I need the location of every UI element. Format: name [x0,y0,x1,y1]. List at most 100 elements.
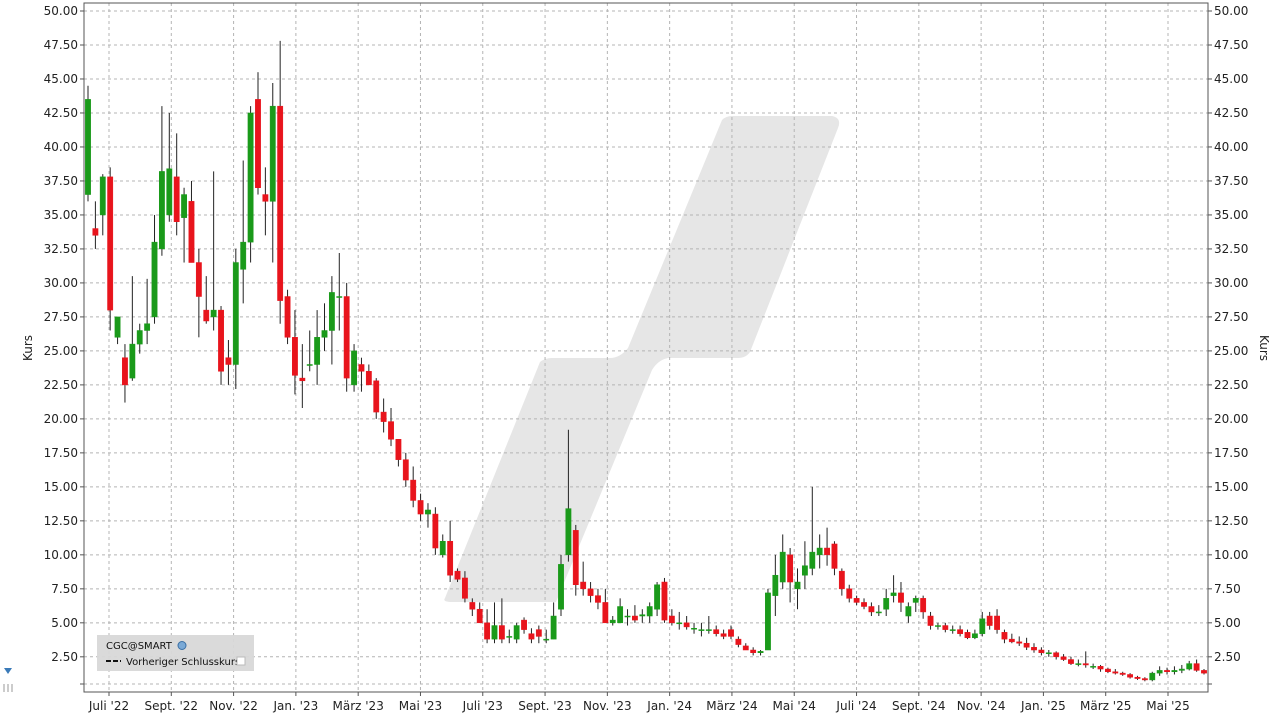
candle-body [986,615,993,626]
x-tick-label: Jan. '25 [1020,699,1066,713]
candle-body [831,543,838,569]
candle-body [920,598,927,613]
candle-body [1068,659,1074,664]
candle-body [979,618,986,634]
candle-body [750,649,757,653]
y-tick-label-left: 12.50 [44,514,78,528]
candle-body [624,615,631,618]
y-tick-label-right: 32.50 [1214,242,1248,256]
candle-body [1082,663,1089,666]
candle-body [853,598,860,603]
y-tick-label-right: 35.00 [1214,208,1248,222]
candle-body [358,364,365,372]
legend-prev-close: Vorheriger Schlusskurs [126,657,240,668]
candle-body [935,625,941,627]
globe-icon [177,641,187,650]
candle-body [572,530,579,585]
candle-body [713,629,720,634]
candle-body [787,554,794,583]
candle-body [691,628,697,630]
candle-body [1186,663,1193,670]
candle-body [292,337,298,376]
y-tick-label-left: 22.50 [44,378,78,392]
candle-body [1193,663,1200,671]
y-tick-label-left: 37.50 [44,174,78,188]
candle-body [188,201,195,263]
candle-body [728,629,734,637]
candle-body [521,619,527,630]
candle-body [661,581,668,621]
candle-body [343,296,350,379]
y-tick-label-left: 35.00 [44,208,78,222]
candle-body [321,330,328,338]
y-tick-label-right: 10.00 [1214,548,1248,562]
y-tick-label-left: 32.50 [44,242,78,256]
candle-body [1016,641,1023,644]
candle-body [632,615,638,621]
candle-body [269,105,276,202]
axes: 2.50 2.50 5.00 5.00 7.50 7.50 10.00 10.00 12.50 1… [21,2,1271,713]
candle-body [676,622,683,625]
candle-body [218,309,224,372]
y-tick-label-left: 7.50 [51,582,78,596]
candle-body [550,615,557,640]
x-tick-label: Jan. '23 [273,699,319,713]
candle-body [617,606,624,624]
x-tick-label: Nov. '24 [957,699,1006,713]
candle-body [395,439,402,460]
candle-body [328,292,335,331]
candle-body [587,588,594,596]
candle-body [528,633,535,640]
candle-body [388,421,394,440]
candle-body [846,588,853,599]
candle-body [883,598,890,610]
y-tick-label-right: 25.00 [1214,344,1248,358]
candle-body [927,615,934,626]
y-tick-label-left: 50.00 [44,4,78,18]
candle-body [1031,647,1037,651]
candle-body [410,479,417,501]
candle-body [765,592,771,651]
x-tick-label: Mai '23 [399,699,442,713]
candle-body [107,176,114,311]
x-tick-label: Juli '23 [462,699,503,713]
candle-body [306,364,313,366]
candle-body [373,380,380,413]
legend-checkbox-icon[interactable] [236,656,246,666]
candle-body [668,615,675,624]
x-tick-label: Sept. '24 [892,699,946,713]
candle-body [1134,676,1141,679]
x-tick-label: Nov. '22 [209,699,258,713]
candle-body [240,241,247,270]
candle-body [809,551,816,569]
x-tick-label: Juli '24 [835,699,876,713]
y-tick-label-right: 22.50 [1214,378,1248,392]
candle-body [1119,672,1126,675]
candle-body [491,625,498,640]
y-tick-label-left: 42.50 [44,106,78,120]
candle-body [824,547,830,556]
candle-body [794,581,801,590]
candle-body [1156,670,1163,674]
x-tick-label: März '24 [706,699,757,713]
candle-body [565,508,572,556]
candle-body [964,632,971,639]
candle-body [861,602,867,607]
candle-body [225,357,232,365]
legend-box [97,635,254,671]
candle-body [447,540,454,576]
candle-body [772,574,779,596]
candle-body [506,636,513,638]
candle-body [735,638,742,645]
candle-body [609,619,616,624]
candle-body [912,598,919,603]
candle-body [144,323,151,331]
y-tick-label-right: 27.50 [1214,310,1248,324]
candle-body [868,606,875,613]
candle-body [476,608,483,624]
candle-body [439,540,446,556]
candle-body [898,592,904,603]
candle-body [513,625,520,640]
candle-body [166,168,173,216]
